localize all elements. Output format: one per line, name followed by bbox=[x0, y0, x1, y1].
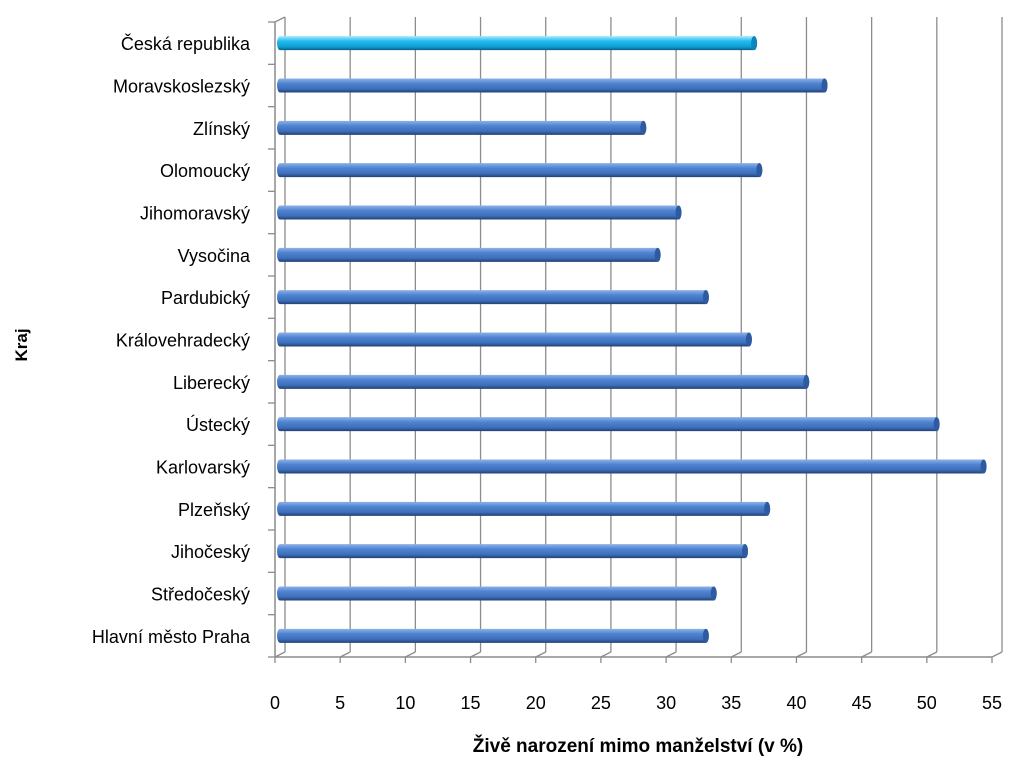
floor-slant bbox=[600, 651, 612, 658]
floor-slant bbox=[470, 651, 481, 658]
x-tick-label: 15 bbox=[461, 693, 481, 713]
x-tick-label: 45 bbox=[852, 693, 872, 713]
x-tick-label: 0 bbox=[270, 693, 280, 713]
bar bbox=[277, 247, 661, 262]
x-tick-label: 30 bbox=[656, 693, 676, 713]
bar-body bbox=[277, 78, 828, 93]
category-label: Liberecký bbox=[173, 373, 250, 393]
bar bbox=[277, 290, 709, 305]
axes bbox=[268, 16, 993, 663]
category-label: Česká republika bbox=[121, 33, 251, 54]
bar-end-cap bbox=[742, 544, 749, 559]
bar bbox=[277, 78, 828, 93]
category-label: Jihočeský bbox=[171, 542, 250, 562]
bar-end-cap bbox=[764, 501, 771, 516]
bar bbox=[277, 459, 987, 474]
category-label: Olomoucký bbox=[160, 161, 250, 181]
floor-slant bbox=[274, 651, 286, 658]
bar-end-cap bbox=[821, 78, 828, 93]
wall-top-edge bbox=[274, 16, 286, 23]
bar-body bbox=[277, 374, 810, 389]
category-label: Zlínský bbox=[193, 119, 250, 139]
category-label: Pardubický bbox=[161, 288, 250, 308]
bar bbox=[277, 544, 749, 559]
bar-body bbox=[277, 628, 709, 643]
bar-end-cap bbox=[710, 586, 717, 601]
bar-end-cap bbox=[745, 332, 752, 347]
floor-slant bbox=[405, 651, 416, 658]
bar-end-cap bbox=[675, 205, 682, 220]
x-tick-label: 10 bbox=[395, 693, 415, 713]
bar-end-cap bbox=[654, 247, 661, 262]
category-label: Moravskoslezský bbox=[113, 77, 250, 97]
category-label: Karlovarský bbox=[156, 458, 250, 478]
floor-slant bbox=[796, 651, 807, 658]
bar bbox=[277, 628, 709, 643]
category-labels: Česká republika Moravskoslezský Zlínský Olo… bbox=[92, 33, 251, 647]
floor-slant bbox=[730, 651, 742, 658]
category-label: Středočeský bbox=[151, 585, 250, 605]
bar-end-cap bbox=[980, 459, 987, 474]
bar-end-cap bbox=[756, 163, 763, 178]
bar-end-cap bbox=[640, 120, 647, 135]
bar-end-cap bbox=[803, 374, 810, 389]
floor-slant bbox=[861, 651, 872, 658]
bar bbox=[277, 163, 763, 178]
floor-slant bbox=[665, 651, 677, 658]
x-tick-labels: 0 5 10 15 20 25 30 35 40 45 50 55 bbox=[270, 693, 1002, 713]
bar-end-cap bbox=[702, 290, 709, 305]
category-label: Plzeňský bbox=[178, 500, 250, 520]
bar-body bbox=[277, 120, 647, 135]
bars bbox=[277, 36, 987, 643]
category-label: Královehradecký bbox=[116, 331, 250, 351]
bar-body bbox=[277, 163, 763, 178]
bar-body bbox=[277, 544, 749, 559]
floor-slant bbox=[339, 651, 351, 658]
x-tick-label: 40 bbox=[786, 693, 806, 713]
bar-body bbox=[277, 247, 661, 262]
floor-slant bbox=[926, 651, 938, 658]
category-label: Vysočina bbox=[178, 246, 251, 266]
floor-slant bbox=[535, 651, 547, 658]
category-label: Hlavní město Praha bbox=[92, 627, 251, 647]
category-label: Jihomoravský bbox=[140, 204, 250, 224]
bar-body bbox=[277, 501, 771, 516]
bar-body bbox=[277, 417, 940, 432]
x-axis-title: Živě narození mimo manželství (v %) bbox=[473, 735, 803, 757]
bar-body bbox=[277, 586, 717, 601]
bar-body bbox=[277, 36, 758, 51]
x-tick-label: 20 bbox=[526, 693, 546, 713]
bar-end-cap bbox=[933, 417, 940, 432]
bar-body bbox=[277, 290, 709, 305]
bar-body bbox=[277, 332, 752, 347]
bar bbox=[277, 120, 647, 135]
x-tick-label: 35 bbox=[721, 693, 741, 713]
bar-end-cap bbox=[751, 36, 758, 51]
bar bbox=[277, 417, 940, 432]
floor-slant bbox=[991, 651, 1003, 658]
category-label: Ústecký bbox=[186, 414, 250, 435]
bar bbox=[277, 205, 682, 220]
x-tick-label: 5 bbox=[335, 693, 345, 713]
bar bbox=[277, 586, 717, 601]
bar-end-cap bbox=[702, 628, 709, 643]
bar-body bbox=[277, 459, 987, 474]
bar bbox=[277, 374, 810, 389]
bar bbox=[277, 501, 771, 516]
y-axis-title: Kraj bbox=[12, 328, 31, 361]
x-tick-label: 55 bbox=[982, 693, 1002, 713]
x-tick-label: 25 bbox=[591, 693, 611, 713]
x-tick-label: 50 bbox=[917, 693, 937, 713]
bar bbox=[277, 332, 752, 347]
bar-body bbox=[277, 205, 682, 220]
bar-highlight bbox=[277, 36, 758, 51]
